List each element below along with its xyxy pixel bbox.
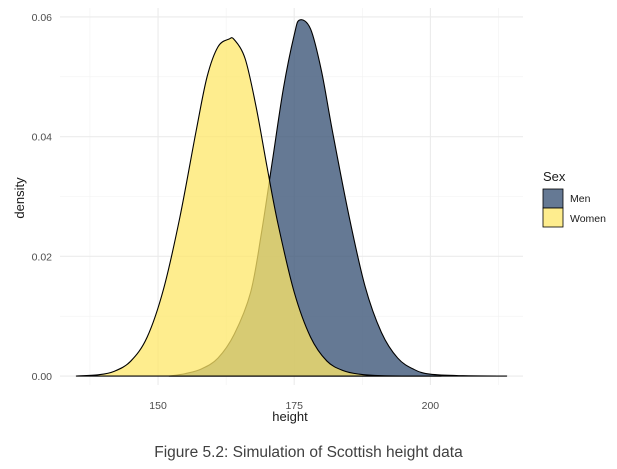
legend-label-men: Men (570, 193, 591, 205)
y-tick-label: 0.02 (32, 251, 53, 263)
density-area-women (75, 37, 442, 377)
tick-labels: 150 175 200 0.00 0.02 0.04 0.06 (32, 12, 440, 412)
density-series (75, 19, 508, 377)
legend-title: Sex (543, 169, 566, 184)
y-tick-label: 0.04 (32, 132, 53, 144)
x-tick-label: 150 (149, 400, 167, 412)
x-tick-label: 175 (285, 400, 303, 412)
legend-label-women: Women (570, 213, 606, 225)
figure-caption: Figure 5.2: Simulation of Scottish heigh… (154, 444, 463, 461)
x-tick-label: 200 (422, 400, 440, 412)
y-axis-title: density (12, 177, 27, 219)
legend: Sex Men Women (542, 169, 606, 228)
x-axis-title: height (272, 409, 308, 424)
y-tick-label: 0.00 (32, 371, 53, 383)
y-tick-label: 0.06 (32, 12, 53, 24)
legend-key-women (542, 207, 564, 228)
legend-key-men (542, 188, 564, 209)
